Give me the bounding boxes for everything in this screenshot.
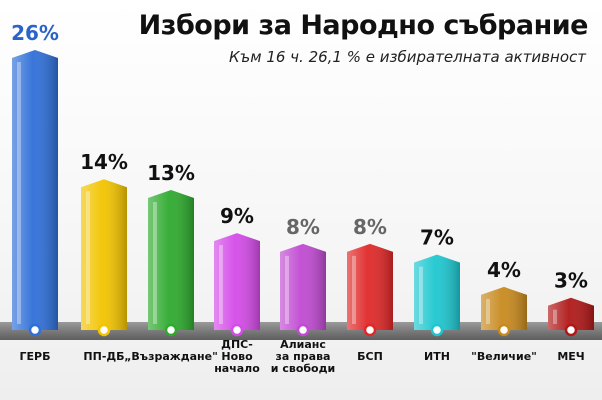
value-label: 7% xyxy=(420,226,454,250)
bar-8 xyxy=(481,286,527,337)
bar-7 xyxy=(414,254,460,337)
value-label: 4% xyxy=(487,258,521,282)
category-label: "Величие" xyxy=(471,350,537,363)
category-label: ПП-ДБ xyxy=(83,350,124,363)
bar-highlight xyxy=(285,255,289,324)
bar-1 xyxy=(12,50,58,337)
category-label: Алианс за права и свободи xyxy=(271,338,335,375)
value-label: 9% xyxy=(220,204,254,228)
bar-shading xyxy=(12,50,58,330)
bar-highlight xyxy=(219,245,223,324)
chart-subtitle: Към 16 ч. 26,1 % е избирателната активно… xyxy=(228,48,586,66)
bar-base-dot xyxy=(430,323,444,337)
bar-base-dot xyxy=(296,323,310,337)
bar-highlight xyxy=(153,202,157,324)
chart-title: Избори за Народно събрание xyxy=(138,10,589,41)
value-label: 8% xyxy=(353,215,387,239)
bar-9 xyxy=(548,297,594,337)
bar-highlight xyxy=(17,62,21,324)
bar-highlight xyxy=(419,266,423,324)
bar-6 xyxy=(347,243,393,337)
bar-base-dot xyxy=(164,323,178,337)
value-label: 14% xyxy=(80,150,128,174)
bar-base-dot xyxy=(28,323,42,337)
category-label: „Възраждане" xyxy=(124,350,218,363)
bar-highlight xyxy=(486,298,490,324)
bar-highlight xyxy=(352,255,356,324)
bar-shading xyxy=(548,297,594,330)
bar-base-dot xyxy=(97,323,111,337)
bar-shading xyxy=(481,286,527,330)
category-label: БСП xyxy=(357,350,383,363)
bar-shading xyxy=(81,179,127,330)
value-label: 26% xyxy=(11,21,59,45)
value-label: 8% xyxy=(286,215,320,239)
category-label: ГЕРБ xyxy=(20,350,51,363)
bar-shading xyxy=(148,190,194,330)
bar-highlight xyxy=(553,309,557,324)
bar-4 xyxy=(214,233,260,337)
bar-base-dot xyxy=(497,323,511,337)
bar-base-dot xyxy=(564,323,578,337)
bar-5 xyxy=(280,243,326,337)
bar-shading xyxy=(347,243,393,330)
bar-3 xyxy=(148,190,194,337)
bar-base-dot xyxy=(230,323,244,337)
bar-2 xyxy=(81,179,127,337)
bar-shading xyxy=(280,243,326,330)
bar-base-dot xyxy=(363,323,377,337)
category-label: ДПС-Ново начало xyxy=(214,338,260,375)
bar-shading xyxy=(414,254,460,330)
bar-shading xyxy=(214,233,260,330)
value-label: 3% xyxy=(554,269,588,293)
category-label: МЕЧ xyxy=(557,350,584,363)
category-label: ИТН xyxy=(424,350,450,363)
value-label: 13% xyxy=(147,161,195,185)
bar-highlight xyxy=(86,191,90,324)
